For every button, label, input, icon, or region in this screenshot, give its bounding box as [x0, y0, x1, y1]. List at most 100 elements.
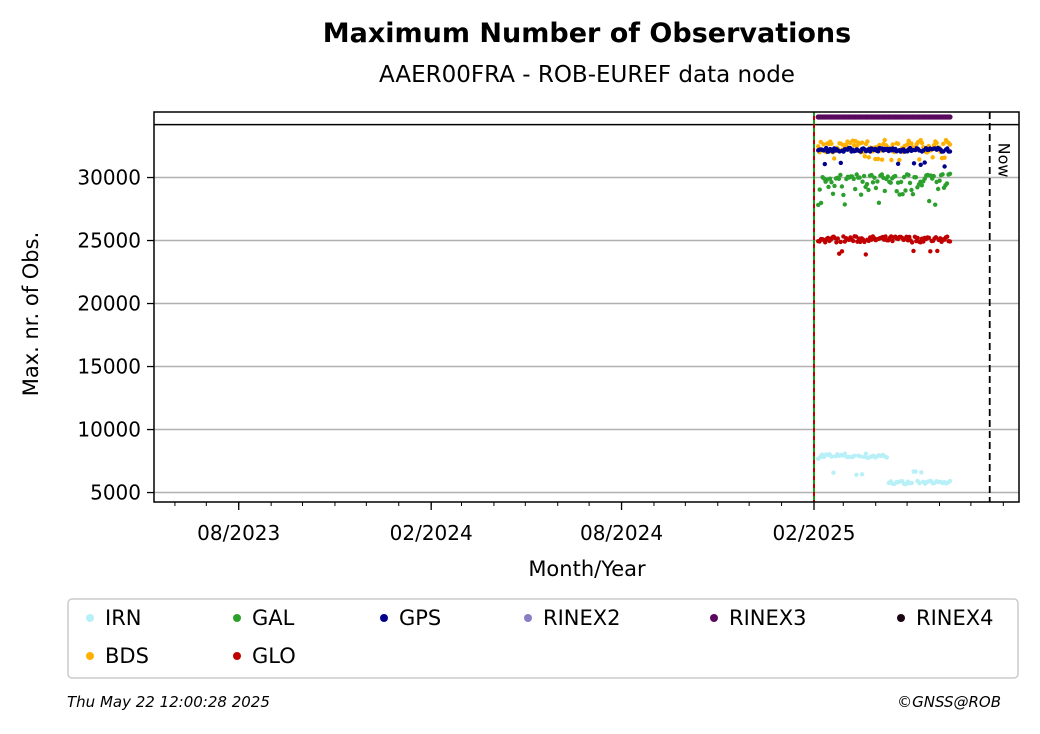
- x-tick-label: 02/2024: [390, 521, 473, 545]
- plot-area: 5000 10000 15000 20000 25000 30000 08/2023 02/2…: [77, 111, 1020, 545]
- legend-box: [67, 598, 1019, 679]
- data-point-gal: [839, 184, 845, 189]
- data-point-bds: [930, 155, 935, 160]
- data-point-gal: [818, 200, 824, 206]
- data-point-gal: [909, 187, 914, 193]
- data-point-glo: [909, 240, 915, 245]
- data-point-gal: [903, 188, 908, 193]
- credit-text: ©GNSS@ROB: [897, 693, 1001, 711]
- data-point-glo: [863, 252, 868, 257]
- data-point-gal: [885, 174, 890, 179]
- data-point-gal: [900, 192, 905, 197]
- data-point-gal: [860, 179, 865, 184]
- data-point-gal: [913, 175, 919, 180]
- data-point-bds: [889, 157, 894, 163]
- data-point-gal: [935, 186, 941, 192]
- data-point-bds: [882, 137, 887, 143]
- data-point-bds: [917, 157, 922, 162]
- data-point-gal: [870, 180, 876, 185]
- y-tick-label: 25000: [77, 229, 141, 253]
- legend-label: RINEX3: [729, 606, 807, 630]
- data-point-bds: [897, 157, 902, 163]
- data-point-gal: [944, 181, 950, 186]
- data-point-bds: [879, 157, 885, 162]
- data-point-gps: [824, 145, 829, 151]
- data-point-gal: [882, 188, 887, 194]
- data-point-rinex3: [947, 114, 953, 120]
- data-point-irn: [913, 469, 918, 474]
- data-point-gal: [894, 189, 899, 194]
- data-point-gal: [857, 175, 862, 180]
- x-tick-label: 08/2023: [197, 521, 280, 545]
- data-point-gps: [918, 162, 923, 167]
- data-point-gal: [838, 172, 843, 178]
- data-point-bds: [934, 140, 939, 146]
- data-point-bds: [890, 142, 895, 147]
- data-point-gal: [919, 183, 924, 188]
- data-point-irn: [858, 454, 863, 459]
- data-point-irn: [852, 453, 857, 458]
- data-point-gal: [869, 172, 874, 178]
- now-label: Now: [995, 143, 1014, 178]
- y-tick-label: 10000: [77, 418, 141, 442]
- data-point-irn: [884, 455, 890, 460]
- data-point-gps: [922, 160, 927, 165]
- data-point-gal: [907, 180, 913, 186]
- y-tick-label: 30000: [77, 166, 141, 190]
- timestamp-text: Thu May 22 12:00:28 2025: [67, 693, 270, 711]
- data-point-gal: [879, 172, 885, 177]
- data-point-gps: [911, 161, 917, 166]
- y-tick-label: 5000: [90, 481, 141, 505]
- data-point-glo: [890, 238, 895, 244]
- data-point-bds: [821, 142, 826, 147]
- x-tick-label: 08/2024: [580, 521, 663, 545]
- legend-label: GAL: [252, 606, 295, 630]
- data-point-bds: [859, 140, 865, 145]
- data-point-gal: [829, 180, 834, 185]
- data-point-gps: [822, 161, 827, 167]
- x-axis-label: Month/Year: [528, 557, 646, 581]
- data-point-glo: [911, 248, 916, 254]
- data-point-gal: [851, 176, 856, 182]
- data-point-gal: [898, 179, 904, 185]
- y-tick-label: 20000: [77, 292, 141, 316]
- data-point-bds: [877, 142, 882, 148]
- data-point-bds: [865, 139, 870, 144]
- data-point-gal: [858, 192, 864, 197]
- data-point-gal: [817, 187, 822, 192]
- data-point-irn: [842, 451, 848, 456]
- legend-label: RINEX2: [543, 606, 621, 630]
- legend-marker-rinex3: [710, 614, 718, 622]
- data-point-bds: [862, 154, 867, 159]
- data-point-glo: [933, 235, 939, 240]
- data-point-gal: [933, 202, 938, 207]
- data-point-gal: [827, 176, 833, 181]
- data-point-irn: [919, 470, 924, 475]
- data-point-gal: [841, 192, 846, 198]
- data-point-bds: [866, 155, 871, 160]
- data-point-gps: [838, 160, 843, 166]
- data-point-gal: [931, 173, 936, 179]
- data-point-gal: [888, 180, 893, 185]
- data-point-glo: [883, 234, 888, 239]
- legend-marker-irn: [86, 614, 94, 622]
- data-point-glo: [834, 240, 839, 245]
- data-point-irn: [854, 472, 859, 477]
- data-point-glo: [839, 249, 845, 254]
- data-point-irn: [831, 470, 836, 475]
- data-point-irn: [909, 480, 914, 486]
- data-point-glo: [926, 235, 932, 240]
- data-point-bds: [941, 141, 946, 146]
- data-point-glo: [907, 234, 912, 240]
- legend-label: GPS: [399, 606, 441, 630]
- data-point-gal: [864, 181, 870, 187]
- data-point-glo: [858, 239, 863, 245]
- data-point-glo: [835, 236, 840, 241]
- data-point-gal: [830, 191, 836, 196]
- y-axis-label: Max. nr. of Obs.: [19, 232, 43, 397]
- data-point-gal: [893, 173, 898, 179]
- data-point-irn: [829, 454, 834, 459]
- chart-subtitle: AAER00FRA - ROB-EUREF data node: [379, 62, 795, 88]
- data-point-bds: [909, 141, 914, 146]
